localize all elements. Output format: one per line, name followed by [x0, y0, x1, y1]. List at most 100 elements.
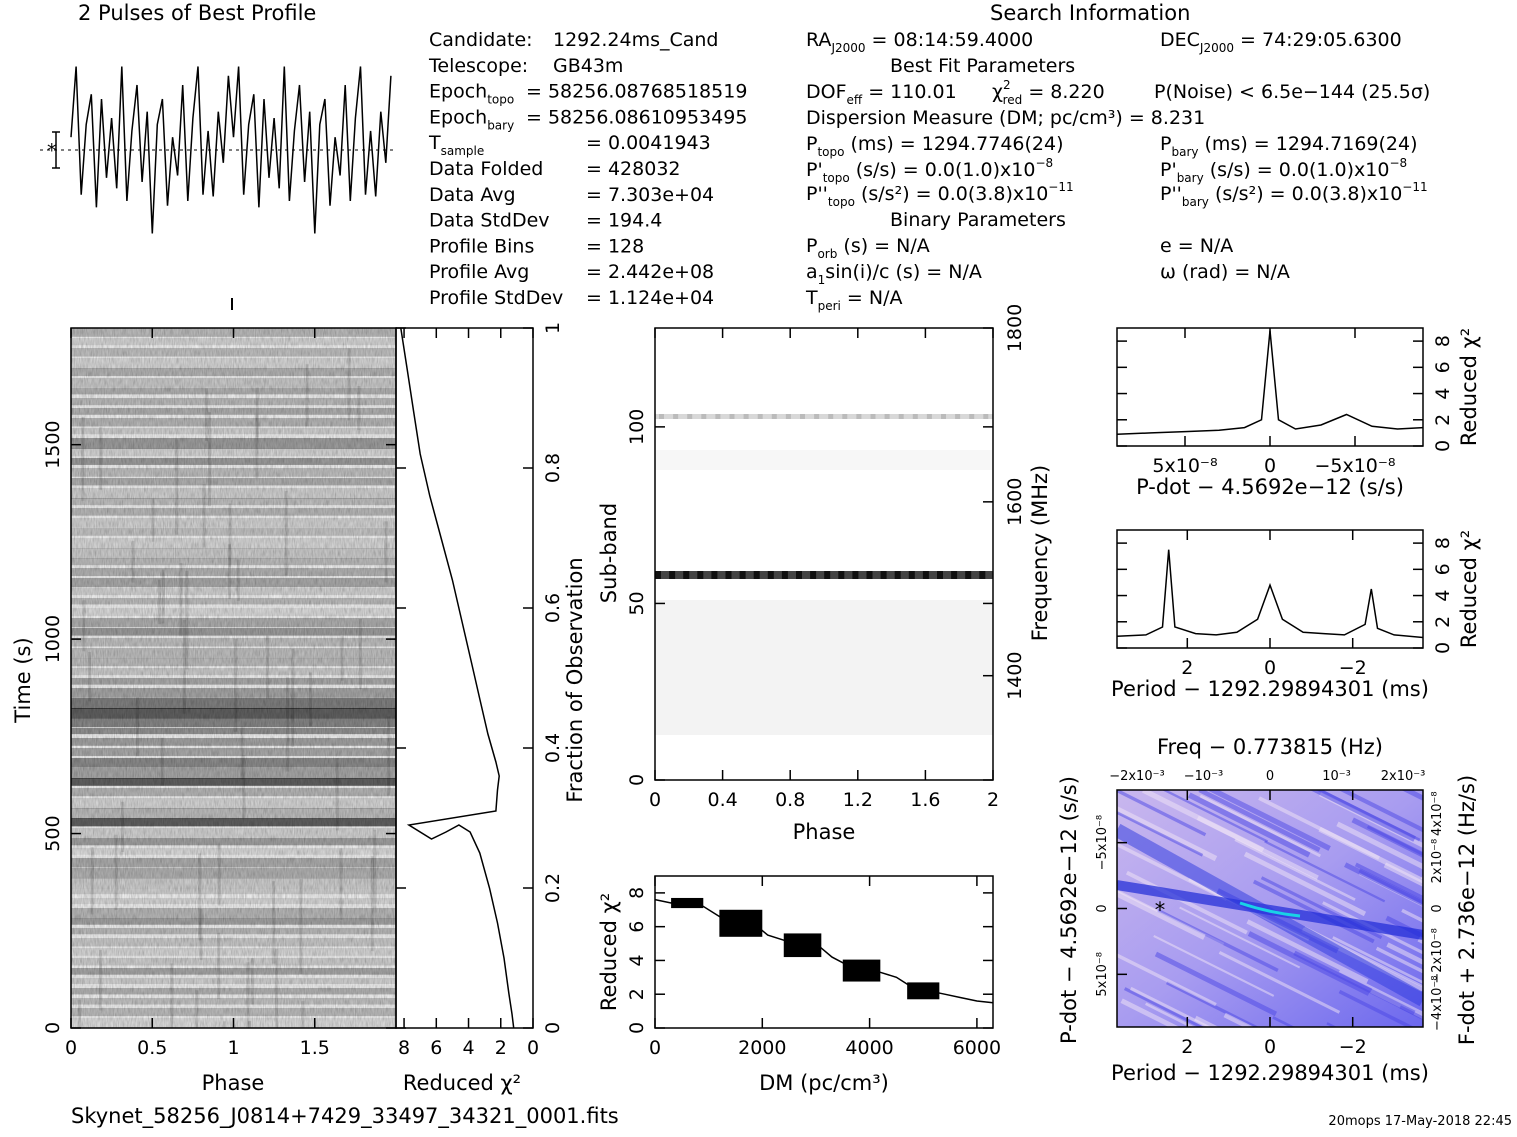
frequency-tick-label: 1600 [1004, 478, 1026, 526]
time-phase-streak [121, 801, 125, 852]
pp-streak [1247, 931, 1371, 996]
subband-frame [654, 327, 994, 781]
subband-band-dot-faint [884, 414, 890, 419]
time-phase-ytick-label: 500 [42, 815, 64, 851]
time-phase-row [71, 708, 396, 719]
pp-streak [1234, 838, 1356, 901]
info-key-2: Epochtopo [429, 81, 514, 107]
info-value-10: = 1.124e+04 [586, 287, 714, 309]
pp-secondary-ridge [1117, 823, 1423, 1007]
dm-ytick-label: 4 [626, 954, 648, 966]
info-value-0: 1292.24ms_Cand [553, 29, 719, 51]
info-key-sub: topo [487, 93, 514, 107]
time-phase-streak [222, 1021, 226, 1028]
pp-streak [1223, 1012, 1255, 1027]
freq-top-tick-label: 2x10⁻³ [1381, 769, 1426, 784]
subband-band-dot [711, 571, 718, 579]
pdot-ytick-label: 2 [1432, 414, 1454, 426]
time-phase-row [71, 658, 396, 667]
pp-plane-xtick-label: 2 [1181, 1036, 1193, 1058]
time-phase-row [71, 998, 396, 1005]
subband-band-dot [908, 571, 915, 579]
subband-band-dot [781, 571, 788, 579]
time-phase-row [71, 358, 396, 369]
info-key-0: Candidate: [429, 29, 533, 51]
dof-line: DOFeff = 110.01 [806, 81, 957, 107]
time-phase-row [71, 518, 396, 528]
time-phase-row [71, 498, 396, 506]
time-phase-row [71, 398, 396, 406]
subband-band-dot [838, 571, 845, 579]
subband-band-dot-faint [912, 414, 918, 419]
pbary-line: Pbary (ms) = 1294.7169(24) [1160, 133, 1418, 159]
subband-band-dot [979, 571, 986, 579]
pddtopo-line: P''topo (s/s²) = 0.0(3.8)x10−11 [806, 180, 1074, 209]
pdot-ytick-label: 8 [1432, 335, 1454, 347]
pp-plane-ytick-label: 5x10⁻⁸ [1095, 952, 1110, 997]
pp-streak [1117, 790, 1207, 837]
subband-band-dot-faint [941, 414, 946, 419]
time-phase-streak [246, 962, 250, 1028]
time-phase-streak [81, 417, 85, 501]
frequency-tick-label: 1400 [1004, 652, 1026, 700]
time-phase-row [71, 338, 396, 346]
time-phase-row [71, 378, 396, 388]
pp-streak [1199, 794, 1321, 858]
pp-streak [1120, 998, 1180, 1027]
pp-plane-ytick-label: 0 [1095, 904, 1110, 912]
pp-streak [1157, 908, 1279, 973]
pdot-chi-line [1116, 330, 1424, 435]
pp-plane-ylabel: P-dot − 4.5692e−12 (s/s) [1057, 776, 1081, 1044]
time-phase-row [71, 508, 396, 516]
fdot-tick-label: 2x10⁻⁸ [1430, 839, 1445, 884]
time-phase-streak [217, 932, 221, 1000]
omega-line: ω (rad) = N/A [1160, 261, 1290, 283]
subband-band-dot-faint [814, 414, 820, 419]
chi-time-ytick-label: 0.4 [542, 733, 564, 763]
fdot-tick-label: 4x10⁻⁸ [1430, 791, 1445, 836]
pdot-ytick-label: 4 [1432, 388, 1454, 400]
time-phase-streak [199, 909, 203, 960]
time-phase-row [71, 828, 396, 838]
time-phase-streak [335, 757, 339, 831]
time-phase-row [71, 698, 396, 709]
info-key-text: Profile Bins [429, 235, 534, 257]
pp-streak [1338, 989, 1415, 1027]
time-phase-row [71, 618, 396, 628]
subband-band-dot-faint [983, 414, 989, 419]
pdot-xtick-label: 5x10⁻⁸ [1152, 455, 1217, 477]
subband-band-dot-faint [969, 414, 975, 419]
dm-xtick-label: 6000 [953, 1037, 1001, 1059]
time-phase-row [71, 938, 396, 947]
frequency-tick-label: 1800 [1004, 304, 1026, 352]
time-phase-row [71, 448, 396, 457]
subband-xtick-label: 0.4 [707, 789, 737, 811]
subband-band-dot-faint [828, 414, 834, 419]
period-chi-xlabel: Period − 1292.29894301 (ms) [1111, 677, 1429, 701]
pp-streak [1358, 868, 1423, 905]
dm-xtick-label: 0 [649, 1037, 661, 1059]
time-phase-row [71, 728, 396, 735]
time-phase-streak [373, 829, 377, 909]
time-phase-row [71, 738, 396, 746]
info-key-6: Data Avg [429, 184, 516, 206]
dm-frame [654, 875, 994, 1029]
dm-block [719, 909, 763, 937]
time-phase-row [71, 808, 396, 819]
time-phase-streak [301, 1001, 305, 1028]
time-phase-row [71, 438, 396, 449]
subband-band-dot-faint [926, 414, 932, 419]
subband-band-dot [894, 571, 901, 579]
time-phase-row [71, 778, 396, 786]
time-phase-row [71, 858, 396, 868]
time-phase-row [71, 348, 396, 357]
time-phase-row [71, 928, 396, 935]
period-xtick-label: 2 [1181, 657, 1193, 679]
chi-time-xtick-label: 4 [462, 1037, 474, 1059]
time-phase-xtick-label: 0.5 [137, 1037, 167, 1059]
subband-band-dot-faint [729, 414, 735, 419]
info-key-4: Tsample [428, 132, 484, 158]
pp-streak [1179, 906, 1301, 969]
pp-streak [1442, 915, 1517, 975]
dm-ytick-label: 8 [626, 887, 648, 899]
